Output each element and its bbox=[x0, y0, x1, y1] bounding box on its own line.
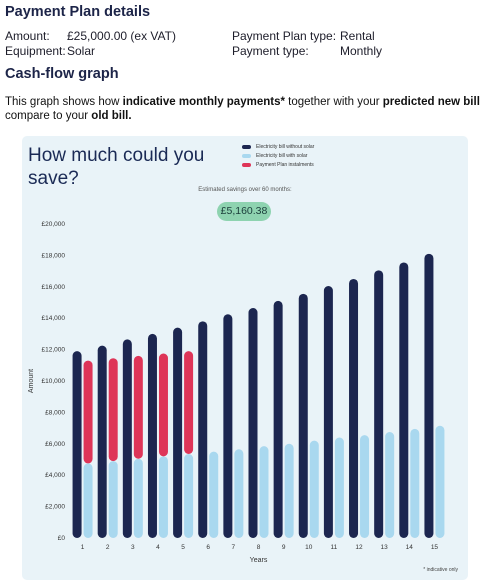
x-tick-label: 12 bbox=[355, 544, 363, 551]
bar-without-solar bbox=[323, 286, 333, 538]
bar-with-solar bbox=[234, 449, 244, 538]
x-tick-label: 8 bbox=[257, 544, 261, 551]
bar-payment-plan bbox=[133, 355, 143, 459]
legend-swatch bbox=[242, 162, 251, 167]
legend-label: Electricity bill without solar bbox=[256, 143, 315, 150]
x-tick-label: 6 bbox=[206, 544, 210, 551]
x-tick-label: 4 bbox=[156, 544, 160, 551]
chart-legend: Electricity bill without solar Electricit… bbox=[242, 142, 314, 169]
bar-with-solar bbox=[360, 435, 370, 538]
amount-value: £25,000.00 (ex VAT) bbox=[67, 29, 176, 43]
bar-with-solar bbox=[259, 446, 269, 538]
details-heading: Payment Plan details bbox=[5, 4, 151, 20]
x-tick-label: 9 bbox=[282, 544, 286, 551]
bar-without-solar bbox=[298, 293, 308, 538]
bar-without-solar bbox=[399, 262, 409, 538]
legend-item: Electricity bill with solar bbox=[242, 151, 314, 160]
y-tick-label: £20,000 bbox=[42, 221, 66, 228]
y-tick-label: £6,000 bbox=[45, 441, 65, 448]
bar-with-solar bbox=[133, 458, 143, 538]
bar-without-solar bbox=[223, 314, 233, 538]
bar-with-solar bbox=[284, 443, 294, 538]
bar-payment-plan bbox=[184, 351, 194, 455]
y-tick-label: £4,000 bbox=[45, 472, 65, 479]
intro-text-3: together with your bbox=[284, 96, 383, 108]
savings-bar-chart: £0 £2,000 £4,000 £6,000 £8,000 £10,000 £12,000… bbox=[28, 221, 445, 564]
x-tick-label: 11 bbox=[331, 544, 338, 551]
footnote: * indicative only bbox=[423, 567, 458, 573]
intro-text-4: predicted new bill bbox=[382, 96, 480, 108]
legend-swatch bbox=[242, 153, 251, 158]
bar-payment-plan bbox=[83, 360, 93, 464]
bar-with-solar bbox=[435, 425, 445, 538]
legend-item: Payment Plan instalments bbox=[242, 160, 314, 169]
y-tick-label: £16,000 bbox=[42, 284, 66, 291]
intro-text-6: old bill. bbox=[91, 110, 132, 122]
bar-with-solar bbox=[209, 451, 219, 538]
bar-without-solar bbox=[424, 253, 434, 538]
y-tick-label: £2,000 bbox=[45, 504, 65, 511]
bar-without-solar bbox=[147, 333, 157, 538]
equipment-label: Equipment: bbox=[5, 44, 66, 58]
x-tick-label: 14 bbox=[406, 544, 414, 551]
y-tick-label: £8,000 bbox=[45, 409, 65, 416]
legend-swatch bbox=[242, 144, 251, 149]
legend-label: Electricity bill with solar bbox=[256, 152, 308, 159]
bar-with-solar bbox=[108, 461, 118, 538]
intro-text-2: indicative monthly payments* bbox=[122, 96, 285, 108]
bar-without-solar bbox=[349, 278, 359, 538]
amount-label: Amount: bbox=[5, 29, 50, 43]
x-tick-label: 3 bbox=[131, 544, 135, 551]
bar-payment-plan bbox=[158, 353, 168, 457]
savings-chart-panel: How much could you save? Electricity bil… bbox=[22, 136, 468, 580]
bar-with-solar bbox=[385, 432, 395, 538]
y-tick-label: £12,000 bbox=[42, 347, 66, 354]
bar-without-solar bbox=[374, 270, 384, 538]
bar-with-solar bbox=[410, 428, 420, 538]
plan-type-label: Payment Plan type: bbox=[232, 29, 337, 43]
y-tick-label: £14,000 bbox=[42, 315, 66, 322]
equipment-value: Solar bbox=[67, 44, 96, 58]
legend-label: Payment Plan instalments bbox=[256, 161, 314, 168]
payment-type-label: Payment type: bbox=[232, 44, 309, 58]
y-tick-label: £10,000 bbox=[42, 378, 66, 385]
bar-with-solar bbox=[83, 463, 93, 538]
cashflow-intro: This graph shows how indicative monthly … bbox=[5, 95, 485, 123]
payment-type-value: Monthly bbox=[340, 44, 383, 58]
panel-title: How much could you save? bbox=[28, 145, 205, 189]
x-tick-label: 2 bbox=[106, 544, 110, 551]
bar-with-solar bbox=[184, 454, 194, 538]
plan-type-value: Rental bbox=[340, 29, 375, 43]
x-tick-label: 10 bbox=[305, 544, 313, 551]
cashflow-heading: Cash-flow graph bbox=[5, 66, 119, 82]
x-tick-label: 13 bbox=[381, 544, 389, 551]
x-axis-label: Years bbox=[250, 557, 268, 564]
bar-without-solar bbox=[72, 351, 82, 538]
bar-without-solar bbox=[198, 321, 208, 538]
bar-with-solar bbox=[334, 437, 344, 538]
intro-text-1: This graph shows how bbox=[5, 96, 123, 108]
bar-without-solar bbox=[273, 300, 283, 538]
intro-text-5: compare to your bbox=[5, 110, 92, 122]
x-tick-label: 1 bbox=[81, 544, 85, 551]
bar-without-solar bbox=[173, 327, 183, 538]
bar-without-solar bbox=[248, 307, 258, 538]
x-tick-label: 15 bbox=[431, 544, 439, 551]
bar-payment-plan bbox=[108, 358, 118, 462]
savings-badge: £5,160.38 bbox=[217, 202, 271, 221]
bar-without-solar bbox=[97, 345, 107, 538]
x-tick-label: 7 bbox=[232, 544, 236, 551]
legend-item: Electricity bill without solar bbox=[242, 142, 314, 151]
bar-without-solar bbox=[122, 339, 132, 538]
y-tick-label: £0 bbox=[58, 535, 66, 542]
x-tick-label: 5 bbox=[181, 544, 185, 551]
y-tick-label: £18,000 bbox=[42, 252, 66, 259]
savings-label: Estimated savings over 60 months: bbox=[198, 187, 292, 193]
y-axis-label: Amount bbox=[28, 369, 35, 393]
bar-with-solar bbox=[309, 440, 319, 538]
bar-with-solar bbox=[158, 456, 168, 538]
